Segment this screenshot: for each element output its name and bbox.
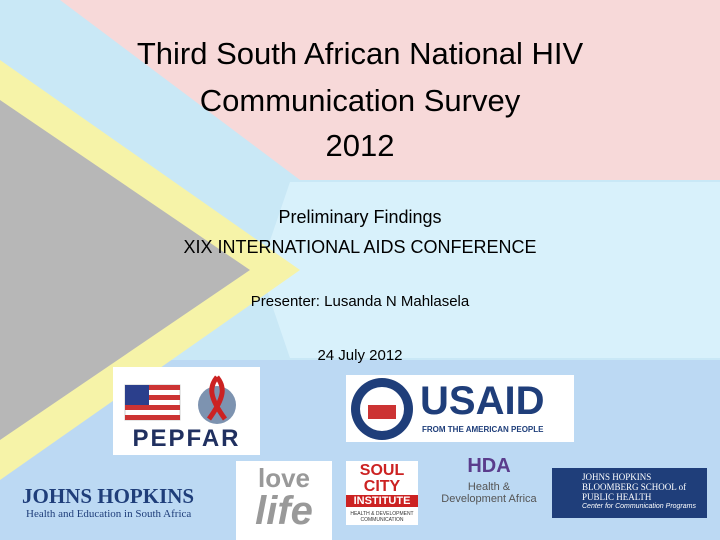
logo-text: Health and Education in South Africa <box>26 508 192 520</box>
conference: XIX INTERNATIONAL AIDS CONFERENCE <box>183 237 537 257</box>
logo-text: life <box>255 489 313 533</box>
date: 24 July 2012 <box>317 347 403 364</box>
title-line: Communication Survey <box>199 83 521 118</box>
jhhesa-logo: JOHNS HOPKINS Health and Education in So… <box>12 470 220 530</box>
logo-text: Health & Development Africa <box>441 481 537 505</box>
logo-text: love <box>257 463 311 493</box>
logo-text: Center for Communication Programs <box>582 503 696 510</box>
title-line: Third South African National HIV <box>136 36 584 71</box>
logo-text: HDA <box>467 455 511 477</box>
pepfar-emblem <box>124 375 236 424</box>
usaid-seal <box>351 378 413 440</box>
logo-text: JOHNS HOPKINS <box>22 484 195 508</box>
soulcity-logo: SOUL CITY INSTITUTE HEALTH & DEVELOPMENT… <box>346 461 418 525</box>
logo-text: SOUL CITY <box>359 462 405 495</box>
presenter: Presenter: Lusanda N Mahlasela <box>250 293 470 310</box>
logo-text: INSTITUTE <box>346 495 418 507</box>
hda-logo: HDA Health & Development Africa <box>436 455 542 525</box>
logo-text: PEPFAR <box>132 425 241 452</box>
usaid-logo: USAID FROM THE AMERICAN PEOPLE <box>346 375 574 442</box>
logo-text: USAID <box>420 379 545 423</box>
jhu-ccp-logo: JOHNS HOPKINS BLOOMBERG SCHOOL of PUBLIC… <box>552 468 707 518</box>
logo-text: HEALTH & DEVELOPMENT COMMUNICATION <box>350 511 414 523</box>
logo-text: JOHNS HOPKINS BLOOMBERG SCHOOL of PUBLIC… <box>582 472 687 502</box>
pepfar-logo: PEPFAR <box>113 367 260 455</box>
logo-text: FROM THE AMERICAN PEOPLE <box>422 425 544 434</box>
title-line: 2012 <box>325 128 395 163</box>
subtitle: Preliminary Findings <box>278 207 442 227</box>
lovelife-logo: love life <box>236 461 332 540</box>
